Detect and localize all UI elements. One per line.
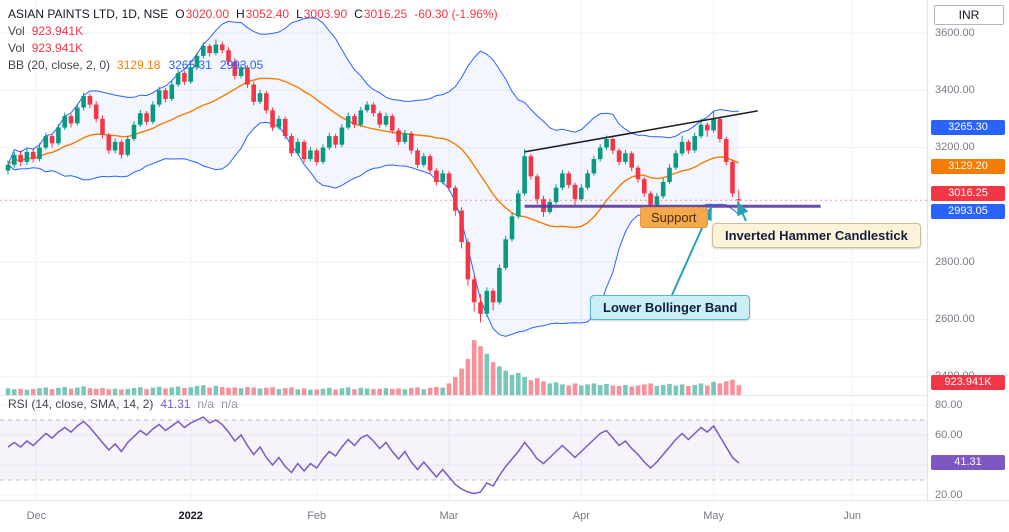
volume-label[interactable]: Vol [8, 24, 25, 38]
bb-lower-badge: 2993.05 [931, 204, 1005, 220]
time-axis-label: May [703, 510, 724, 522]
time-axis-label: Dec [26, 510, 47, 522]
price-axis[interactable]: INR 3600.00 3400.00 3200.00 2800.00 2600.00 2… [927, 0, 1009, 501]
ohlc-low: L 3003.90 [296, 6, 347, 23]
rsi-na-value: n/a [221, 397, 238, 411]
rsi-tick-label: 20.00 [935, 488, 963, 501]
time-axis-label: Feb [307, 510, 327, 522]
ohlc-high: H 3052.40 [236, 6, 289, 23]
currency-button[interactable]: INR [934, 5, 1004, 25]
price-tick-label: 3400.00 [935, 83, 975, 96]
volume-value: 923.941K [31, 41, 84, 55]
high-value: 3052.40 [245, 7, 290, 21]
price-tick-label: 3600.00 [935, 26, 975, 39]
bb-upper-value: 3265.31 [168, 58, 212, 72]
bb-lower-value: 2993.05 [219, 58, 264, 72]
volume-label[interactable]: Vol [8, 41, 25, 55]
rsi-legend: RSI (14, close, SMA, 14, 2) 41.31 n/a n/… [8, 397, 238, 411]
close-value: 3016.25 [363, 7, 408, 21]
rsi-tick-label: 60.00 [935, 428, 963, 441]
ohlc-close: C 3016.25 [354, 6, 407, 23]
volume-badge: 923.941K [931, 374, 1005, 390]
rsi-current-value: 41.31 [160, 397, 191, 411]
change-value: -60.30 (-1.96%) [414, 7, 498, 21]
volume-legend-row-2: Vol 923.941K [8, 40, 498, 57]
rsi-tick-label: 80.00 [935, 398, 963, 411]
time-axis-label: 2022 [178, 510, 203, 522]
bollinger-indicator-title[interactable]: BB (20, close, 2, 0) [8, 58, 111, 72]
price-tick-label: 3200.00 [935, 141, 975, 154]
lower-bollinger-band-annotation[interactable]: Lower Bollinger Band [590, 295, 751, 320]
bb-basis-value: 3129.18 [117, 58, 161, 72]
support-annotation[interactable]: Support [640, 207, 708, 228]
time-axis-label: Mar [439, 510, 459, 522]
bb-upper-badge: 3265.30 [931, 120, 1005, 136]
low-value: 3003.90 [303, 7, 348, 21]
price-tick-label: 2600.00 [935, 313, 975, 325]
symbol-title[interactable]: ASIAN PAINTS LTD, 1D, NSE [8, 7, 169, 21]
time-axis-label: Jun [843, 510, 862, 522]
ohlc-open: O 3020.00 [175, 6, 229, 23]
high-label: H [236, 7, 245, 21]
symbol-legend: ASIAN PAINTS LTD, 1D, NSE O 3020.00 H 3052… [8, 6, 498, 74]
price-tick-label: 2800.00 [935, 255, 975, 268]
rsi-na-value: n/a [197, 397, 215, 411]
rsi-indicator-title[interactable]: RSI (14, close, SMA, 14, 2) [8, 397, 154, 411]
volume-legend-row-1: Vol 923.941K [8, 23, 498, 40]
time-axis-label: Apr [572, 510, 590, 522]
open-value: 3020.00 [185, 7, 229, 21]
inverted-hammer-annotation[interactable]: Inverted Hammer Candlestick [712, 223, 921, 248]
rsi-value-badge: 41.31 [931, 454, 1005, 470]
volume-value: 923.941K [31, 24, 84, 38]
last-price-badge: 3016.25 [931, 186, 1005, 202]
open-label: O [175, 7, 185, 21]
price-chart-canvas[interactable] [0, 0, 927, 500]
time-axis[interactable]: Dec 2022 Feb Mar Apr May Jun [0, 500, 1009, 532]
symbol-legend-row: ASIAN PAINTS LTD, 1D, NSE O 3020.00 H 3052… [8, 6, 498, 23]
close-label: C [354, 7, 363, 21]
bollinger-legend-row: BB (20, close, 2, 0) 3129.18 3265.31 299… [8, 57, 498, 74]
low-label: L [296, 7, 303, 21]
bb-basis-badge: 3129.20 [931, 159, 1005, 175]
